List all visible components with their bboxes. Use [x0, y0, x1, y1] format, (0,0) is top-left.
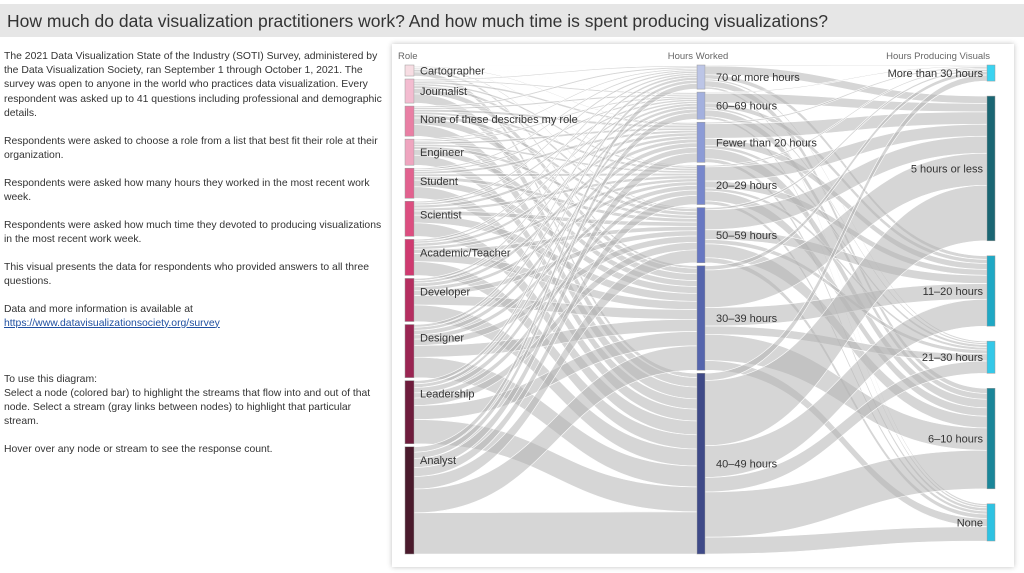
sankey-node[interactable] [404, 105, 415, 137]
column-header: Hours Worked [668, 51, 729, 62]
sankey-node[interactable] [404, 239, 415, 276]
node-label: Designer [420, 333, 464, 345]
node-label: Cartographer [420, 66, 485, 78]
node-label: 70 or more hours [716, 72, 800, 84]
sankey-node[interactable] [696, 91, 706, 120]
node-label: Journalist [420, 86, 467, 98]
sankey-node[interactable] [404, 64, 415, 77]
node-label: 30–39 hours [716, 313, 778, 325]
intro-paragraph: The 2021 Data Visualization State of the… [4, 51, 382, 119]
sankey-node[interactable] [696, 165, 706, 205]
node-label: Scientist [420, 209, 462, 221]
description-panel: The 2021 Data Visualization State of the… [4, 50, 384, 471]
header-bar: How much do data visualization practitio… [0, 4, 1024, 37]
node-label: Fewer than 20 hours [716, 137, 817, 149]
node-label: Academic/Teacher [420, 247, 511, 259]
column-header: Hours Producing Visuals [886, 51, 990, 62]
node-label: 50–59 hours [716, 230, 778, 242]
node-label: None of these describes my role [420, 114, 578, 126]
sankey-link[interactable] [413, 511, 698, 555]
node-label: 21–30 hours [922, 352, 984, 364]
sankey-link[interactable] [704, 64, 988, 67]
node-label: None [957, 517, 983, 529]
node-label: 6–10 hours [928, 434, 984, 446]
sankey-node[interactable] [696, 372, 706, 555]
sankey-node[interactable] [404, 167, 415, 199]
node-label: 5 hours or less [911, 163, 984, 175]
node-label: More than 30 hours [888, 68, 984, 80]
column-header: Role [398, 51, 418, 62]
node-label: Developer [420, 286, 470, 298]
node-label: 60–69 hours [716, 101, 778, 113]
node-label: Student [420, 176, 458, 188]
sankey-node[interactable] [696, 265, 706, 371]
sankey-node[interactable] [404, 380, 415, 445]
sankey-node[interactable] [404, 446, 415, 555]
instructions-paragraph: To use this diagram: Select a node (colo… [4, 373, 384, 430]
role-paragraph: Respondents were asked to choose a role … [4, 135, 378, 161]
data-intro-text: Data and more information is available a… [4, 303, 193, 315]
hover-note: Hover over any node or stream to see the… [4, 444, 273, 456]
node-label: 40–49 hours [716, 459, 778, 471]
node-label: Leadership [420, 389, 474, 401]
node-label: 11–20 hours [923, 286, 984, 298]
page-title: How much do data visualization practitio… [7, 11, 828, 31]
sankey-node[interactable] [986, 503, 996, 542]
data-source-paragraph: Data and more information is available a… [4, 303, 384, 331]
sankey-node[interactable] [986, 255, 996, 327]
sankey-node[interactable] [404, 78, 415, 104]
sankey-node[interactable] [696, 207, 706, 264]
sankey-node[interactable] [404, 201, 415, 237]
node-label: 20–29 hours [716, 180, 778, 192]
sankey-node[interactable] [986, 340, 996, 374]
hours-visuals-paragraph: Respondents were asked how much time the… [4, 219, 382, 245]
sankey-panel: Role Cartographer Journalist None of these … [392, 44, 1014, 567]
sankey-node[interactable] [404, 278, 415, 322]
hours-worked-paragraph: Respondents were asked how many hours th… [4, 177, 370, 203]
sankey-node[interactable] [986, 64, 996, 82]
node-label: Engineer [420, 147, 464, 159]
node-label: Analyst [420, 455, 456, 467]
sankey-node[interactable] [986, 388, 996, 490]
scope-paragraph: This visual presents the data for respon… [4, 261, 370, 287]
sankey-node[interactable] [696, 64, 706, 90]
instructions-title: To use this diagram: [4, 373, 97, 385]
sankey-node[interactable] [404, 138, 415, 166]
sankey-node[interactable] [986, 95, 996, 242]
instructions-text: Select a node (colored bar) to highlight… [4, 387, 371, 428]
survey-link[interactable]: https://www.datavisualizationsociety.org… [4, 317, 220, 329]
sankey-node[interactable] [404, 324, 415, 378]
sankey-node[interactable] [696, 121, 706, 163]
